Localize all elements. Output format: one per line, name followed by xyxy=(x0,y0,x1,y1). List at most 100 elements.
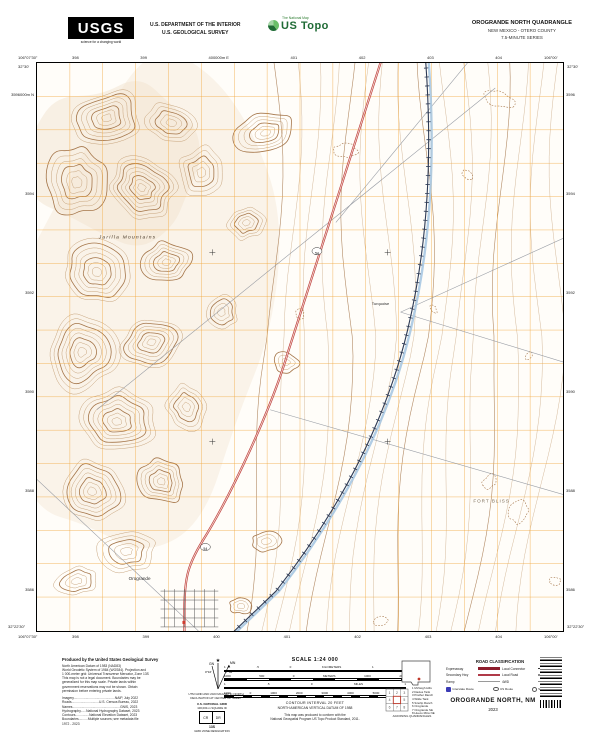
scale-tick: 1000 xyxy=(224,674,231,678)
lat-top-right: 32°30' xyxy=(567,64,578,69)
utm-number: 401 xyxy=(291,55,298,60)
svg-text:1: 1 xyxy=(389,691,391,695)
utm-number: 399 xyxy=(143,634,150,639)
credit-line: 1972 - 2023 xyxy=(62,722,194,726)
scale-m-numbers: 10005000METERS10002000 xyxy=(224,674,406,678)
quad-subtitle: NEW MEXICO - OTERO COUNTY xyxy=(472,28,572,33)
svg-text:2: 2 xyxy=(396,691,398,695)
scale-tick: MILES xyxy=(354,682,363,686)
route-shield-54-label: 54 xyxy=(203,547,207,551)
svg-text:8: 8 xyxy=(403,706,405,710)
barcode xyxy=(540,657,562,697)
usng-square-1: CR xyxy=(200,712,213,723)
svg-text:6: 6 xyxy=(389,706,391,710)
topo-map-canvas: Jarilla Mountains Orogrande Turquoise FO… xyxy=(36,62,564,632)
scale-tick: 5000 xyxy=(373,691,380,695)
scale-tick: 1000 xyxy=(364,674,371,678)
utm-number: 401 xyxy=(284,634,291,639)
usng-square-ids: CR DR xyxy=(199,711,225,724)
dept-line1: U.S. DEPARTMENT OF THE INTERIOR xyxy=(150,21,240,29)
scale-ft-numbers: 1000010002000300040005000FEET xyxy=(224,691,406,695)
legend-secondary-label: Secondary Hwy xyxy=(446,673,476,677)
scale-km-numbers: 1.50KILOMETERS12 xyxy=(224,665,406,669)
adjoining-quads-caption: ADJOINING QUADRANGLES xyxy=(382,714,442,718)
legend-4wd-label: 4WD xyxy=(502,680,536,684)
scale-tick: 4000 xyxy=(347,691,354,695)
production-credits: Produced by the United States Geological… xyxy=(62,657,194,726)
legend-local-road-label: Local Road xyxy=(502,673,536,677)
svg-text:5: 5 xyxy=(403,698,405,702)
scale-tick: 1 xyxy=(372,665,374,669)
scale-tick: 0 xyxy=(311,682,313,686)
utm-number: 3594 xyxy=(25,191,34,196)
utm-number: 3586 xyxy=(25,587,34,592)
road-class-title: ROAD CLASSIFICATION xyxy=(446,659,554,664)
utm-number: 403 xyxy=(427,55,434,60)
utm-number: 400 xyxy=(213,634,220,639)
sheet-title-block: OROGRANDE NORTH, NM 2023 xyxy=(428,697,558,712)
utm-number: 398 xyxy=(72,55,79,60)
scale-tick: 3000 xyxy=(321,691,328,695)
sheet-name: OROGRANDE NORTH, NM xyxy=(428,697,558,704)
produced-by-title: Produced by the United States Geological… xyxy=(62,657,194,662)
utm-number: 3590 xyxy=(25,389,34,394)
quad-location-dot xyxy=(418,678,421,681)
utm-number: 404 xyxy=(495,634,502,639)
scale-tick: KILOMETERS xyxy=(322,665,341,669)
sheet-year: 2023 xyxy=(428,707,558,712)
scale-tick: 0 xyxy=(250,691,252,695)
legend-ramp-swatch xyxy=(478,681,500,683)
lat-top-left: 32°30' xyxy=(18,64,29,69)
usgs-tagline: science for a changing world xyxy=(68,40,134,44)
utm-number: 404 xyxy=(495,55,502,60)
label-orogrande: Orogrande xyxy=(129,576,151,581)
label-fort-bliss: FORT BLISS xyxy=(473,498,510,503)
usng-square-2: DR xyxy=(213,712,225,723)
contour-interval-note: CONTOUR INTERVAL 20 FEET xyxy=(224,701,406,705)
utm-number: 400000m E xyxy=(209,55,229,60)
vertical-datum-note: NORTH AMERICAN VERTICAL DATUM OF 1988 xyxy=(224,706,406,710)
ustopo-logo: The National Map US Topo xyxy=(268,16,338,32)
scale-tick: .5 xyxy=(267,682,270,686)
utm-number: 3586 xyxy=(566,587,575,592)
state-locator-map xyxy=(398,659,434,687)
scale-bar-mi xyxy=(224,687,406,690)
label-jarilla-mountains: Jarilla Mountains xyxy=(98,234,157,240)
gn-label: GN xyxy=(209,662,215,666)
ustopo-brand: US Topo xyxy=(268,20,338,32)
datum-note-line: permission before entering private lands… xyxy=(62,689,194,693)
scale-block: SCALE 1:24 000 1.50KILOMETERS12 10005000… xyxy=(224,657,406,722)
legend-expressway-swatch xyxy=(478,667,500,670)
scale-tick: 500 xyxy=(259,674,264,678)
true-north-star-icon: ★ xyxy=(216,658,221,664)
utm-number: 402 xyxy=(354,634,361,639)
label-turquoise: Turquoise xyxy=(372,301,390,306)
corner-lon-bottom-right: 106°00' xyxy=(544,634,558,639)
scale-bar-km xyxy=(224,670,406,673)
scale-tick: 1000 xyxy=(270,691,277,695)
source-credits: Imagery.................................… xyxy=(62,696,194,726)
scale-tick: 0 xyxy=(293,674,295,678)
scale-bar-ft xyxy=(224,695,406,698)
utm-number: 3596000m N xyxy=(11,92,34,97)
scale-tick: METERS xyxy=(323,674,336,678)
road-classification-legend: ROAD CLASSIFICATION Expressway Local Con… xyxy=(446,659,554,692)
corner-lon-top-left: 106°07'30" xyxy=(18,55,37,60)
interstate-shield-icon xyxy=(446,687,451,692)
utm-number: 3592 xyxy=(25,290,34,295)
dept-line2: U.S. GEOLOGICAL SURVEY xyxy=(150,29,240,37)
svg-text:4: 4 xyxy=(389,698,391,702)
scale-tick: 2000 xyxy=(296,691,303,695)
ustopo-swoosh-icon xyxy=(268,20,279,31)
scale-tick: 0 xyxy=(290,665,292,669)
utm-number: 3592 xyxy=(566,290,575,295)
us-route-shield-icon xyxy=(493,687,499,692)
scale-tick: .5 xyxy=(256,665,259,669)
us-route-label: US Route xyxy=(500,687,513,691)
